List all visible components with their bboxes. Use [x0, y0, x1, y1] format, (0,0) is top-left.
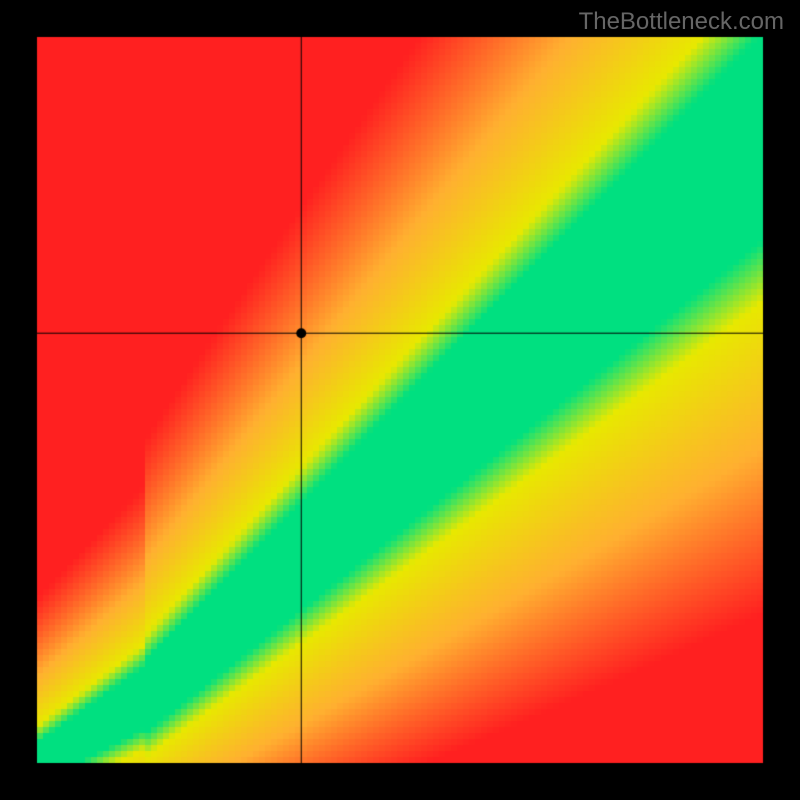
chart-container: TheBottleneck.com — [0, 0, 800, 800]
heatmap-canvas — [0, 0, 800, 800]
watermark-text: TheBottleneck.com — [579, 8, 784, 36]
